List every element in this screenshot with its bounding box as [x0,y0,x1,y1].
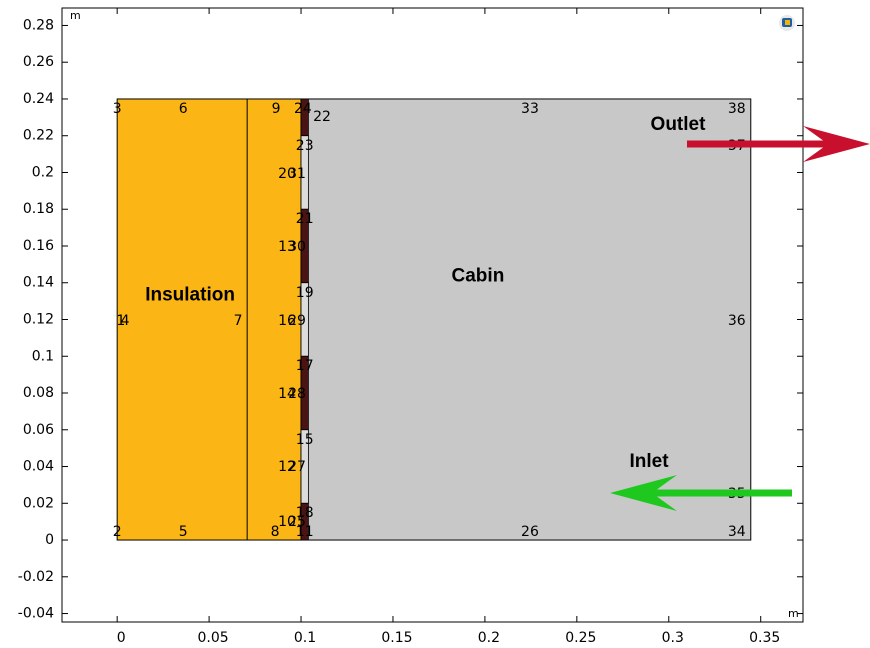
edge-label: 24 [294,101,312,117]
edge-label: 17 [296,358,314,374]
y-tick-label: 0.04 [23,459,54,475]
edge-label: 36 [728,313,746,329]
edge-label: 34 [728,524,746,540]
y-tick-label: 0.26 [23,54,54,70]
y-tick-label: 0.22 [23,128,54,144]
edge-label: 22 [313,109,331,125]
edge-label: 26 [521,524,539,540]
y-tick-label: -0.02 [18,569,54,585]
edge-label: 13 [278,239,296,255]
y-tick-label: 0.14 [23,275,54,291]
edge-label: 14 [278,386,296,402]
edge-label: 6 [179,101,188,117]
domain-label: Cabin [452,266,505,287]
edge-label: 30 [288,239,306,255]
edge-label: 25 [288,514,306,530]
x-unit: m [788,607,799,620]
x-tick-label: 0.2 [478,630,500,646]
y-tick-label: 0 [45,532,54,548]
inlet-arrow [610,475,792,511]
edge-label: 28 [288,386,306,402]
edge-label: 1 [116,313,125,329]
x-tick-label: 0.3 [662,630,684,646]
outlet-label: Outlet [651,114,707,135]
edge-label: 11 [296,524,314,540]
domain [116,98,302,541]
logo-icon [779,15,795,31]
edge-label: 7 [234,313,243,329]
y-tick-label: 0.2 [32,164,54,180]
edge-label: 31 [288,166,306,182]
x-tick-label: 0.15 [381,630,412,646]
edge-label: 8 [271,524,280,540]
y-tick-label: 0.1 [32,348,54,364]
domain [300,98,752,541]
y-tick-label: 0.06 [23,422,54,438]
edge-label: 4 [121,313,130,329]
edge-label: 33 [521,101,539,117]
y-tick-label: 0.24 [23,91,54,107]
edge-label: 12 [278,459,296,475]
y-tick-label: 0.28 [23,17,54,33]
outlet-arrow [687,126,870,162]
edge-label: 21 [296,211,314,227]
x-tick-label: 0.35 [749,630,780,646]
x-tick-label: 0.05 [198,630,229,646]
domain-label: Insulation [145,285,235,306]
edge-label: 15 [296,432,314,448]
edge-label: 5 [179,524,188,540]
x-tick-label: 0.1 [294,630,316,646]
edge-label: 16 [278,313,296,329]
edge-label: 23 [296,138,314,154]
y-tick-label: 0.08 [23,385,54,401]
x-tick-label: 0 [117,630,126,646]
edge-label: 38 [728,101,746,117]
edge-label: 2 [113,524,122,540]
edge-label: 3 [113,101,122,117]
boundary-segment [300,502,309,541]
y-tick-label: -0.04 [18,606,54,622]
inlet-label: Inlet [629,451,669,472]
edge-label: 10 [278,514,296,530]
y-tick-label: 0.18 [23,201,54,217]
edge-label: 29 [288,313,306,329]
y-unit: m [70,9,81,22]
x-tick-label: 0.25 [565,630,596,646]
y-tick-label: 0.02 [23,495,54,511]
y-tick-label: 0.16 [23,238,54,254]
edge-label: 20 [278,166,296,182]
edge-label: 18 [296,505,314,521]
y-tick-label: 0.12 [23,312,54,328]
edge-label: 19 [296,285,314,301]
edge-label: 9 [272,101,281,117]
edge-label: 27 [288,459,306,475]
